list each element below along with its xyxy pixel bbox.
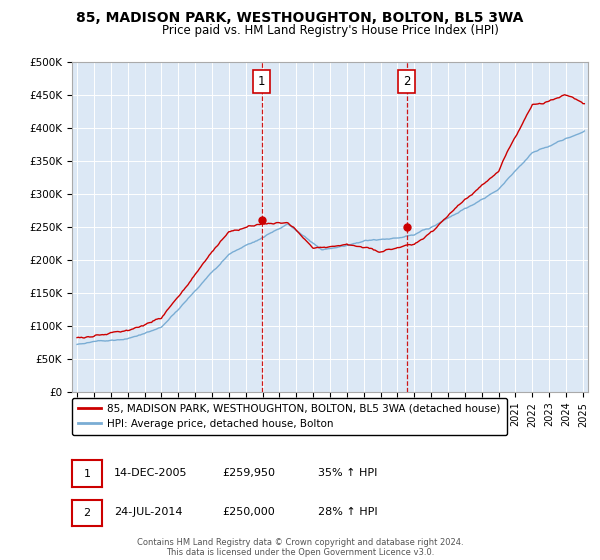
Text: 28% ↑ HPI: 28% ↑ HPI [318, 507, 377, 517]
Legend: 85, MADISON PARK, WESTHOUGHTON, BOLTON, BL5 3WA (detached house), HPI: Average p: 85, MADISON PARK, WESTHOUGHTON, BOLTON, … [72, 398, 507, 435]
Text: 2: 2 [403, 75, 410, 88]
Text: 35% ↑ HPI: 35% ↑ HPI [318, 468, 377, 478]
Title: Price paid vs. HM Land Registry's House Price Index (HPI): Price paid vs. HM Land Registry's House … [161, 24, 499, 37]
Bar [398, 69, 415, 94]
Text: 2: 2 [83, 508, 91, 518]
Text: 14-DEC-2005: 14-DEC-2005 [114, 468, 187, 478]
Text: 1: 1 [83, 469, 91, 479]
Text: £250,000: £250,000 [222, 507, 275, 517]
Text: £259,950: £259,950 [222, 468, 275, 478]
Text: Contains HM Land Registry data © Crown copyright and database right 2024.
This d: Contains HM Land Registry data © Crown c… [137, 538, 463, 557]
Text: 24-JUL-2014: 24-JUL-2014 [114, 507, 182, 517]
Bar [253, 69, 270, 94]
Text: 1: 1 [258, 75, 266, 88]
Text: 85, MADISON PARK, WESTHOUGHTON, BOLTON, BL5 3WA: 85, MADISON PARK, WESTHOUGHTON, BOLTON, … [76, 11, 524, 25]
